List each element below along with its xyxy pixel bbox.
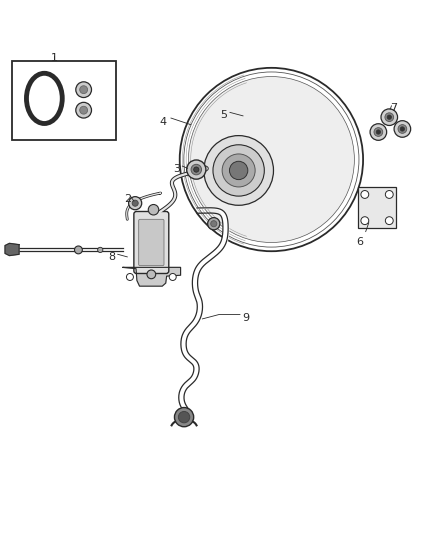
Circle shape	[400, 127, 405, 131]
Circle shape	[147, 270, 155, 279]
Bar	[358, 187, 396, 228]
Circle shape	[211, 221, 217, 227]
Circle shape	[385, 190, 393, 198]
FancyBboxPatch shape	[134, 212, 169, 273]
Circle shape	[98, 247, 103, 253]
Circle shape	[132, 200, 138, 206]
Circle shape	[370, 124, 387, 140]
Circle shape	[208, 217, 220, 230]
Circle shape	[174, 408, 194, 427]
Circle shape	[187, 160, 206, 179]
Circle shape	[76, 82, 92, 98]
Circle shape	[74, 246, 82, 254]
Circle shape	[194, 167, 199, 172]
Bar	[12, 61, 117, 140]
Circle shape	[394, 120, 411, 138]
Ellipse shape	[26, 74, 62, 124]
Circle shape	[191, 164, 201, 175]
FancyBboxPatch shape	[139, 220, 164, 265]
Circle shape	[361, 190, 369, 198]
Circle shape	[385, 217, 393, 224]
Circle shape	[213, 145, 264, 196]
Text: 3: 3	[173, 164, 180, 174]
Circle shape	[381, 109, 398, 125]
Circle shape	[222, 154, 255, 187]
Text: 7: 7	[390, 103, 397, 113]
Text: 5: 5	[220, 110, 227, 120]
Circle shape	[76, 102, 92, 118]
Circle shape	[129, 197, 142, 210]
Polygon shape	[123, 268, 180, 286]
Circle shape	[169, 273, 176, 280]
Circle shape	[80, 106, 88, 114]
Circle shape	[387, 115, 392, 119]
Circle shape	[376, 130, 381, 134]
Circle shape	[180, 68, 363, 251]
Circle shape	[80, 86, 88, 94]
Circle shape	[148, 205, 159, 215]
Text: 9: 9	[243, 313, 250, 323]
Circle shape	[127, 273, 134, 280]
Text: 4: 4	[159, 117, 167, 127]
Circle shape	[398, 125, 407, 133]
Text: 2: 2	[124, 193, 131, 204]
Circle shape	[361, 217, 369, 224]
Polygon shape	[5, 244, 19, 256]
Circle shape	[385, 113, 394, 122]
Circle shape	[230, 161, 248, 180]
Text: 1: 1	[50, 53, 57, 62]
Circle shape	[188, 77, 354, 243]
Circle shape	[184, 72, 359, 247]
Circle shape	[178, 411, 190, 423]
Text: 6: 6	[356, 237, 363, 247]
Circle shape	[374, 128, 383, 136]
Text: 8: 8	[109, 252, 116, 262]
Circle shape	[204, 135, 273, 205]
